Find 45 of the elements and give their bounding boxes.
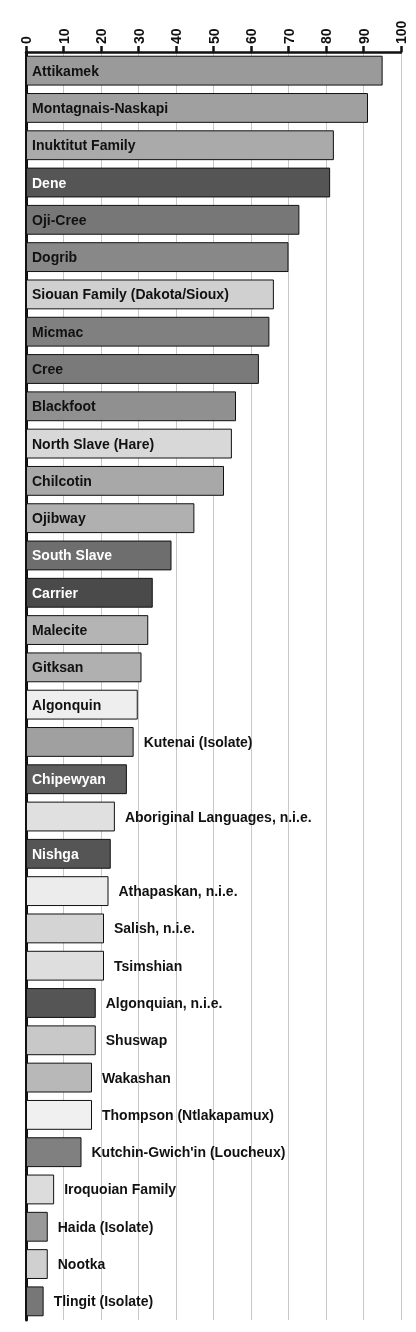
y-tick-label: Aboriginal Languages, n.i.e. <box>124 808 312 825</box>
x-tick-label: 40 <box>168 28 184 44</box>
x-tick-label: 10 <box>55 28 72 44</box>
x-tick-label: 60 <box>243 28 259 44</box>
y-tick-label: Algonquian, n.i.e. <box>105 995 223 1011</box>
y-tick-label: Carrier <box>32 584 79 601</box>
x-tick-label: 50 <box>205 28 222 44</box>
y-tick-label: Cree <box>32 361 64 377</box>
y-tick-label: Tsimshian <box>114 957 183 974</box>
y-tick-label: Haida (Isolate) <box>57 1218 154 1235</box>
y-tick-label: Wakashan <box>102 1069 171 1086</box>
x-tick-label: 20 <box>93 28 109 44</box>
y-tick-label: Ojibway <box>32 510 86 527</box>
x-tick-label: 30 <box>130 28 147 44</box>
y-tick-label: Gitksan <box>32 659 84 676</box>
y-tick-label: Montagnais-Naskapi <box>32 99 169 116</box>
y-tick-label: Siouan Family (Dakota/Sioux) <box>32 286 229 303</box>
x-tick-label: 100 <box>393 20 409 44</box>
y-tick-label: Algonquin <box>32 696 102 713</box>
y-tick-label: Chipewyan <box>32 771 106 788</box>
y-tick-label: Malecite <box>32 622 88 639</box>
y-tick-label: Shuswap <box>105 1032 168 1049</box>
y-tick-label: Tlingit (Isolate) <box>53 1293 154 1310</box>
y-tick-label: North Slave (Hare) <box>32 435 155 452</box>
y-tick-label: Chilcotin <box>32 472 92 489</box>
y-tick-label: Athapaskan, n.i.e. <box>118 883 238 900</box>
y-tick-label: Salish, n.i.e. <box>114 920 195 937</box>
y-tick-label: Blackfoot <box>32 398 97 415</box>
y-tick-label: Attikamek <box>32 62 100 79</box>
y-tick-label: South Slave <box>32 547 113 564</box>
y-tick-label: Nootka <box>57 1256 106 1273</box>
y-tick-label: Nishga <box>32 845 79 862</box>
y-tick-label: Dene <box>32 174 67 191</box>
y-tick-label: Inuktitut Family <box>32 137 136 154</box>
y-tick-label: Iroquoian Family <box>64 1181 177 1198</box>
x-tick-label: 80 <box>318 28 334 44</box>
x-tick-label: 0 <box>18 36 34 44</box>
x-tick-label: 90 <box>355 28 372 44</box>
y-tick-label: Dogrib <box>32 249 78 266</box>
y-tick-label: Micmac <box>32 323 84 340</box>
x-tick-label: 70 <box>280 28 297 44</box>
y-tick-label: Oji-Cree <box>32 211 87 228</box>
y-tick-label: Kutenai (Isolate) <box>143 733 253 750</box>
y-tick-label: Kutchin-Gwich'in (Loucheux) <box>91 1144 286 1161</box>
y-tick-label: Thompson (Ntlakapamux) <box>102 1106 274 1123</box>
